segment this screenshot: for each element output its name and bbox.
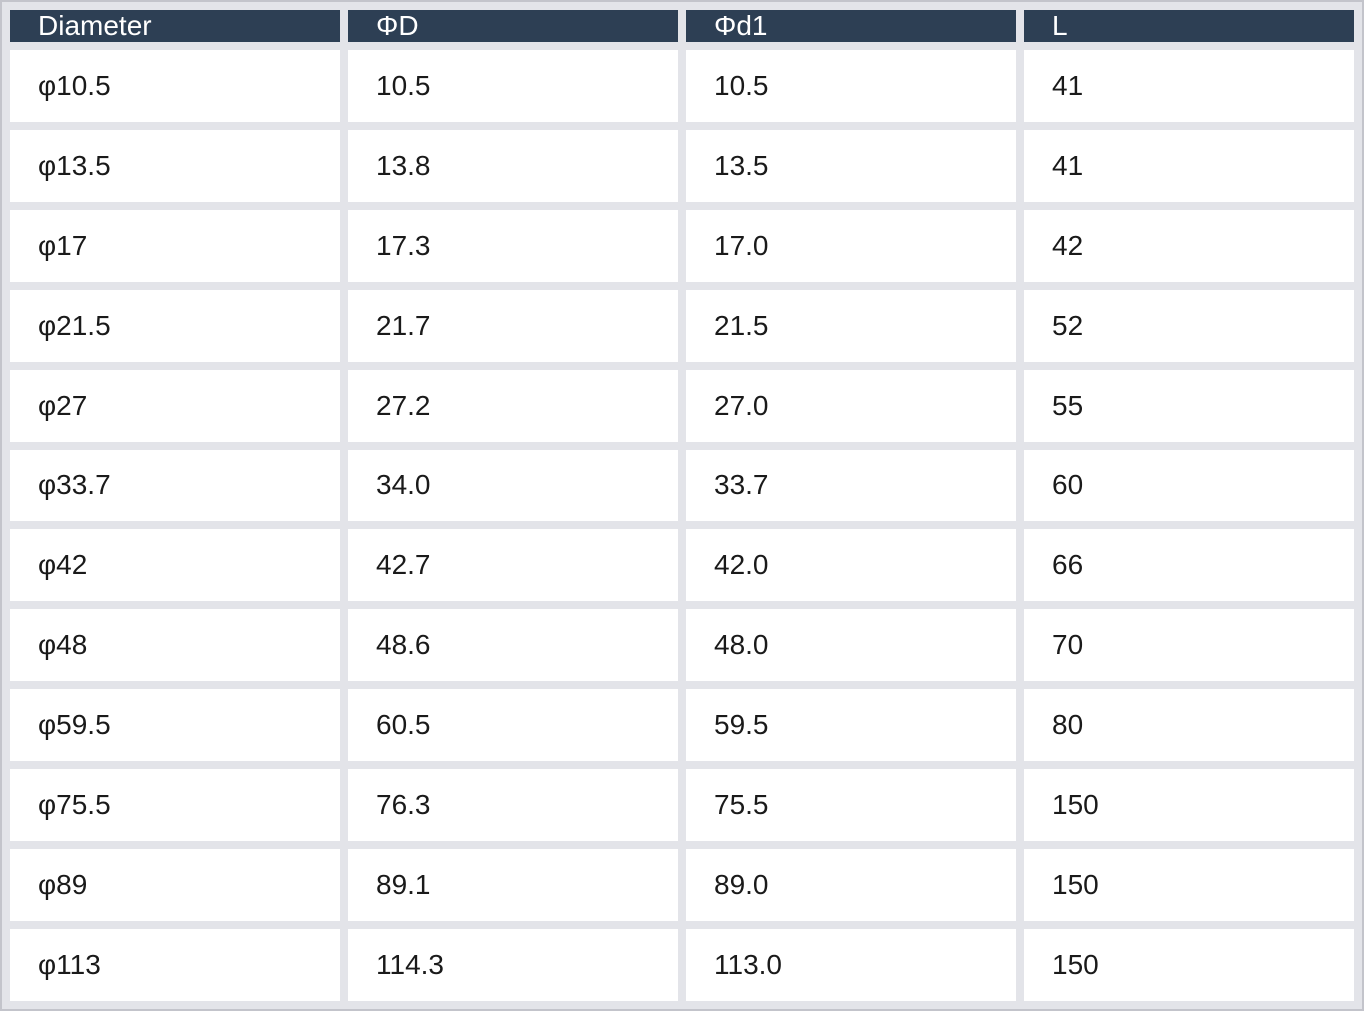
- cell: 114.3: [348, 928, 678, 1001]
- cell: 48.0: [686, 609, 1016, 682]
- cell: 89.0: [686, 849, 1016, 921]
- header-row: Diameter ΦD Φd1 L: [10, 10, 1354, 42]
- cell: 13.8: [348, 129, 678, 202]
- table-row: φ75.5 76.3 75.5 150: [10, 769, 1354, 842]
- cell: φ10.5: [10, 50, 340, 122]
- table-row: φ42 42.7 42.0 66: [10, 529, 1354, 602]
- cell: 80: [1024, 689, 1354, 762]
- cell: 113.0: [686, 928, 1016, 1001]
- cell: 150: [1024, 928, 1354, 1001]
- cell: 42: [1024, 209, 1354, 282]
- table-row: φ89 89.1 89.0 150: [10, 849, 1354, 921]
- column-header-phi-d1: Φd1: [686, 10, 1016, 42]
- cell: 27.2: [348, 369, 678, 442]
- table-row: φ33.7 34.0 33.7 60: [10, 449, 1354, 522]
- cell: 41: [1024, 129, 1354, 202]
- cell: φ113: [10, 928, 340, 1001]
- cell: 60: [1024, 449, 1354, 522]
- cell: 42.0: [686, 529, 1016, 602]
- table-row: φ17 17.3 17.0 42: [10, 209, 1354, 282]
- table-row: φ10.5 10.5 10.5 41: [10, 50, 1354, 122]
- cell: φ42: [10, 529, 340, 602]
- cell: φ75.5: [10, 769, 340, 842]
- cell: φ13.5: [10, 129, 340, 202]
- cell: 48.6: [348, 609, 678, 682]
- cell: 59.5: [686, 689, 1016, 762]
- column-header-l: L: [1024, 10, 1354, 42]
- cell: φ27: [10, 369, 340, 442]
- table-row: φ48 48.6 48.0 70: [10, 609, 1354, 682]
- cell: φ17: [10, 209, 340, 282]
- table-row: φ13.5 13.8 13.5 41: [10, 129, 1354, 202]
- cell: 33.7: [686, 449, 1016, 522]
- cell: 75.5: [686, 769, 1016, 842]
- cell: 55: [1024, 369, 1354, 442]
- cell: φ33.7: [10, 449, 340, 522]
- cell: 150: [1024, 849, 1354, 921]
- cell: 17.0: [686, 209, 1016, 282]
- table-row: φ21.5 21.7 21.5 52: [10, 289, 1354, 362]
- table-row: φ113 114.3 113.0 150: [10, 928, 1354, 1001]
- cell: 76.3: [348, 769, 678, 842]
- cell: 42.7: [348, 529, 678, 602]
- table-row: φ59.5 60.5 59.5 80: [10, 689, 1354, 762]
- cell: φ21.5: [10, 289, 340, 362]
- table-body: φ10.5 10.5 10.5 41 φ13.5 13.8 13.5 41 φ17 17.3 17.…: [10, 50, 1354, 1001]
- cell: 27.0: [686, 369, 1016, 442]
- table-row: φ27 27.2 27.0 55: [10, 369, 1354, 442]
- cell: 21.7: [348, 289, 678, 362]
- cell: 89.1: [348, 849, 678, 921]
- cell: 70: [1024, 609, 1354, 682]
- cell: 10.5: [686, 50, 1016, 122]
- cell: 60.5: [348, 689, 678, 762]
- cell: 13.5: [686, 129, 1016, 202]
- cell: 41: [1024, 50, 1354, 122]
- cell: 66: [1024, 529, 1354, 602]
- column-header-diameter: Diameter: [10, 10, 340, 42]
- cell: 21.5: [686, 289, 1016, 362]
- cell: 10.5: [348, 50, 678, 122]
- cell: φ59.5: [10, 689, 340, 762]
- cell: 150: [1024, 769, 1354, 842]
- cell: φ89: [10, 849, 340, 921]
- column-header-phi-d: ΦD: [348, 10, 678, 42]
- table-header: Diameter ΦD Φd1 L: [10, 10, 1354, 42]
- cell: 34.0: [348, 449, 678, 522]
- cell: φ48: [10, 609, 340, 682]
- cell: 52: [1024, 289, 1354, 362]
- cell: 17.3: [348, 209, 678, 282]
